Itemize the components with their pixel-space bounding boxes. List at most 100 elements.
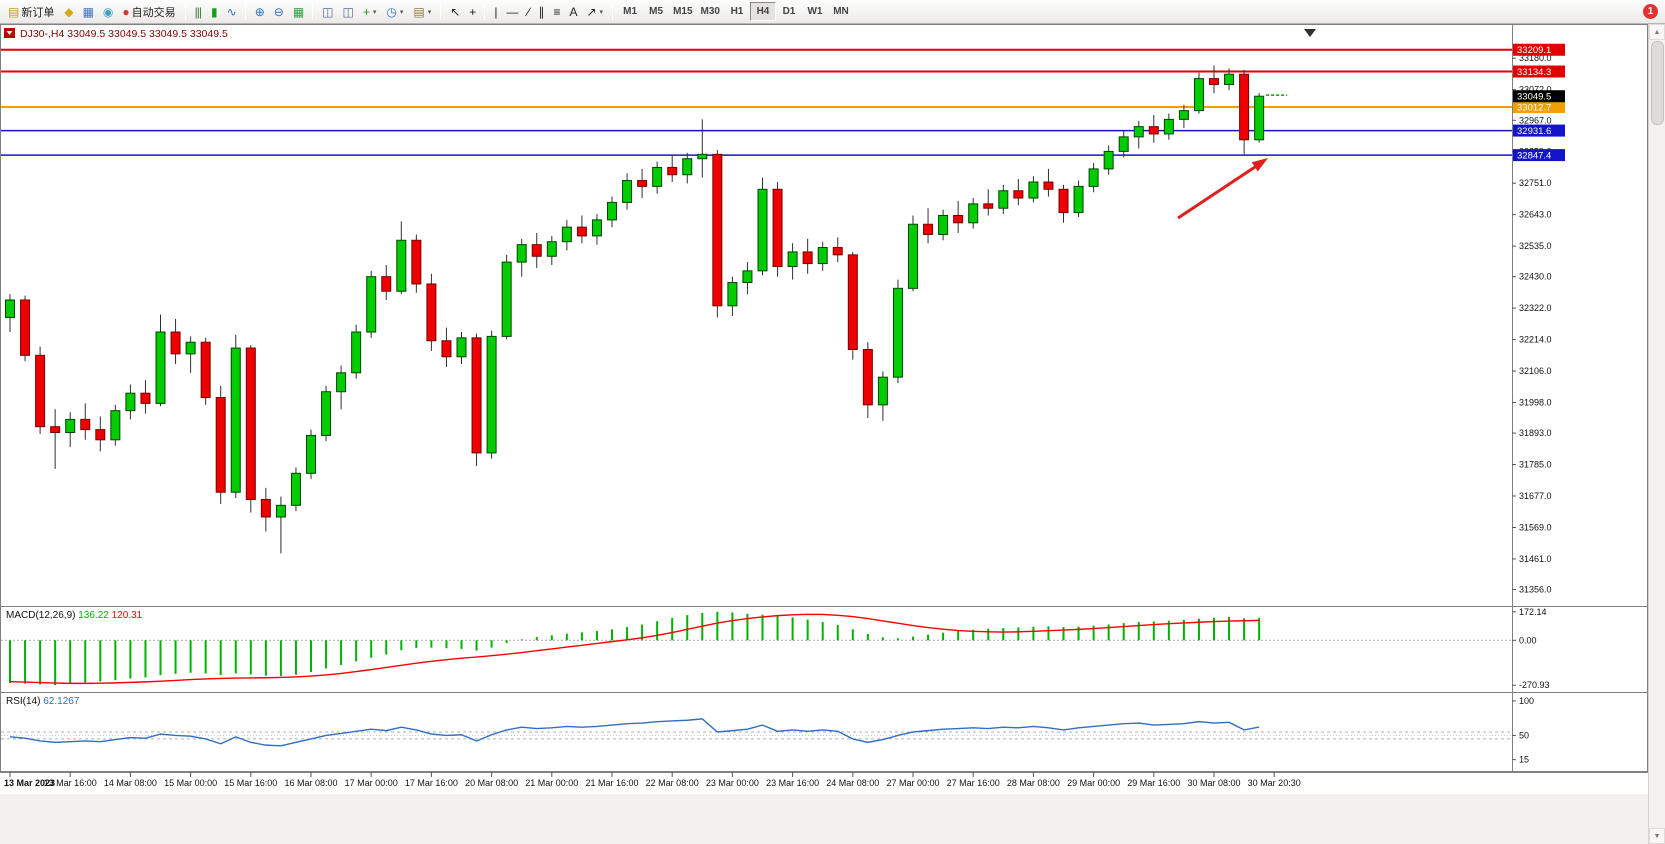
candle-body xyxy=(260,499,271,518)
price-tick-label: 33180.0 xyxy=(1519,53,1552,63)
timeframe-mn-button[interactable]: MN xyxy=(828,2,854,21)
candle-body xyxy=(1224,73,1235,85)
candle-body xyxy=(65,418,76,434)
cursor-button[interactable]: ↖ xyxy=(445,2,464,22)
candle-body xyxy=(245,347,256,501)
dropdown-arrow-icon[interactable]: ▾ xyxy=(427,8,432,16)
new-order-icon: ▤ xyxy=(8,4,19,19)
time-label: 27 Mar 00:00 xyxy=(886,778,939,788)
time-label: 15 Mar 00:00 xyxy=(164,778,217,788)
candle-body xyxy=(486,335,497,454)
candlestick-chart-button[interactable]: ▮ xyxy=(206,2,222,22)
time-label: 14 Mar 08:00 xyxy=(104,778,157,788)
price-tick-label: 31461.0 xyxy=(1519,554,1552,564)
zoom-in-button[interactable]: ⊕ xyxy=(250,2,269,22)
price-line-label-bg xyxy=(1513,43,1565,56)
candle-body xyxy=(682,158,693,176)
equidistant-channel-icon: ∥ xyxy=(538,4,544,19)
timeframe-m15-button[interactable]: M15 xyxy=(669,2,696,21)
scrollbar-thumb[interactable] xyxy=(1651,41,1664,125)
price-tick-label: 31569.0 xyxy=(1519,522,1552,532)
zoom-out-button[interactable]: ⊖ xyxy=(269,2,288,22)
new-order-button[interactable]: ▤ 新订单 xyxy=(3,2,59,22)
toolbar-separator xyxy=(612,3,614,20)
trend-arrow-line[interactable] xyxy=(1177,163,1259,220)
candle-body xyxy=(772,188,783,267)
tile-windows-button[interactable]: ▦ xyxy=(288,2,308,22)
timeframe-h1-button[interactable]: H1 xyxy=(724,2,750,21)
text-button[interactable]: A xyxy=(564,2,581,22)
macd-signal-line xyxy=(9,613,1260,685)
candle-body xyxy=(877,376,888,406)
crosshair-button[interactable]: + xyxy=(464,2,480,22)
dropdown-arrow-icon[interactable]: ▾ xyxy=(399,8,404,16)
auto-trading-icon: ● xyxy=(122,4,129,19)
toolbar: ▤ 新订单 ◆ ▦ ◉ ● 自动交易 ||| ▮ ∿ ⊕ ⊖ ▦ ◫ ◫ + ▾ ◷ ▾ ▤ ▾ ↖ + | — ∕ ∥ ≡ A ↗ ▾ M1… xyxy=(0,0,1665,24)
candle-body xyxy=(953,215,964,224)
arrows-button[interactable]: ↗ ▾ xyxy=(581,2,608,22)
price-line-label: 33012.7 xyxy=(1517,102,1551,113)
chart-shift-marker[interactable] xyxy=(1304,29,1316,37)
scroll-down-button[interactable]: ▼ xyxy=(1649,828,1665,844)
price-tick-label: 32535.0 xyxy=(1519,241,1552,251)
market-watch-icon: ▦ xyxy=(82,4,94,19)
chart-title: DJ30-,H4 33049.5 33049.5 33049.5 33049.5 xyxy=(20,28,228,40)
time-label: 13 Mar 16:00 xyxy=(44,778,97,788)
candle-body xyxy=(516,244,527,263)
horizontal-line-icon: — xyxy=(506,4,518,19)
trendline-button[interactable]: ∕ xyxy=(522,2,533,22)
auto-trading-button[interactable]: ● 自动交易 xyxy=(117,2,180,22)
chart-canvas[interactable]: 33180.033072.032967.032859.032751.032643… xyxy=(0,24,1648,794)
zoom-in-icon: ⊕ xyxy=(254,4,265,19)
timeframe-m30-button[interactable]: M30 xyxy=(697,2,724,21)
candle-body xyxy=(817,247,828,265)
candle-body xyxy=(95,429,106,441)
dropdown-arrow-icon[interactable]: ▾ xyxy=(599,8,604,16)
bar-chart-icon: ||| xyxy=(194,4,202,19)
fibonacci-button[interactable]: ≡ xyxy=(548,2,564,22)
vertical-scrollbar[interactable]: ▲ ▼ xyxy=(1648,24,1665,844)
price-tick-label: 31785.0 xyxy=(1519,460,1552,470)
candle-body xyxy=(200,341,211,399)
chart-window[interactable]: 33180.033072.032967.032859.032751.032643… xyxy=(0,24,1648,794)
candle-body xyxy=(1239,73,1250,141)
navigator-button[interactable]: ◉ xyxy=(98,2,117,22)
price-tick-label: 32106.0 xyxy=(1519,366,1552,376)
timeframe-m5-button[interactable]: M5 xyxy=(643,2,669,21)
timeframe-w1-button[interactable]: W1 xyxy=(802,2,828,21)
line-chart-button[interactable]: ∿ xyxy=(222,2,241,22)
candle-body xyxy=(1073,185,1084,214)
equidistant-channel-button[interactable]: ∥ xyxy=(533,2,548,22)
price-line-label: 33209.1 xyxy=(1517,45,1551,56)
rsi-tick-label: 15 xyxy=(1519,755,1529,765)
candle-body xyxy=(546,241,557,257)
market-watch-button[interactable]: ▦ xyxy=(78,2,98,22)
macd-tick-label: -270.93 xyxy=(1519,680,1550,690)
notification-badge[interactable]: 1 xyxy=(1643,4,1658,19)
candle-body xyxy=(908,223,918,289)
candle-body xyxy=(411,239,422,285)
periods-button[interactable]: ◷ ▾ xyxy=(381,2,408,22)
indicators-button[interactable]: + ▾ xyxy=(358,2,382,22)
candle-body xyxy=(275,504,286,518)
candle-body xyxy=(531,244,542,257)
candle-body xyxy=(80,418,91,431)
horizontal-line-button[interactable]: — xyxy=(501,2,522,22)
timeframe-m1-button[interactable]: M1 xyxy=(617,2,643,21)
time-label: 22 Mar 08:00 xyxy=(646,778,699,788)
price-line-label-bg xyxy=(1513,65,1565,78)
scroll-up-button[interactable]: ▲ xyxy=(1649,24,1665,40)
timeframe-h4-button[interactable]: H4 xyxy=(749,2,776,21)
price-tick-label: 33072.0 xyxy=(1519,85,1552,95)
price-tick-label: 32643.0 xyxy=(1519,210,1552,220)
dropdown-arrow-icon[interactable]: ▾ xyxy=(372,8,377,16)
new-order-button-label: 新订单 xyxy=(21,6,55,19)
templates-button[interactable]: ▤ ▾ xyxy=(408,2,436,22)
timeframe-d1-button[interactable]: D1 xyxy=(776,2,802,21)
vertical-line-button[interactable]: | xyxy=(489,2,501,22)
cascade-windows-button[interactable]: ◫ xyxy=(338,2,358,22)
bar-chart-button[interactable]: ||| xyxy=(190,2,206,22)
profiles-button[interactable]: ◆ xyxy=(59,2,77,22)
arrange-windows-button[interactable]: ◫ xyxy=(317,2,337,22)
macd-tick-label: 0.00 xyxy=(1519,635,1537,645)
